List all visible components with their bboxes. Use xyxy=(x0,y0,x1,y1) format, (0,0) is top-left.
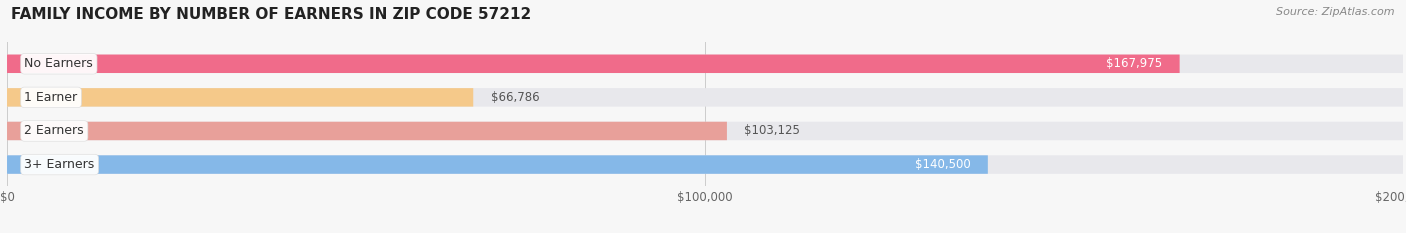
FancyBboxPatch shape xyxy=(7,88,474,107)
Text: $140,500: $140,500 xyxy=(915,158,970,171)
Text: $103,125: $103,125 xyxy=(744,124,800,137)
FancyBboxPatch shape xyxy=(7,155,1403,174)
Text: Source: ZipAtlas.com: Source: ZipAtlas.com xyxy=(1277,7,1395,17)
Text: FAMILY INCOME BY NUMBER OF EARNERS IN ZIP CODE 57212: FAMILY INCOME BY NUMBER OF EARNERS IN ZI… xyxy=(11,7,531,22)
FancyBboxPatch shape xyxy=(7,122,1403,140)
Text: 2 Earners: 2 Earners xyxy=(24,124,84,137)
FancyBboxPatch shape xyxy=(7,55,1180,73)
Text: $167,975: $167,975 xyxy=(1107,57,1163,70)
Text: $66,786: $66,786 xyxy=(491,91,540,104)
FancyBboxPatch shape xyxy=(7,55,1403,73)
Text: 3+ Earners: 3+ Earners xyxy=(24,158,94,171)
Text: No Earners: No Earners xyxy=(24,57,93,70)
FancyBboxPatch shape xyxy=(7,88,1403,107)
FancyBboxPatch shape xyxy=(7,122,727,140)
FancyBboxPatch shape xyxy=(7,155,988,174)
Text: 1 Earner: 1 Earner xyxy=(24,91,77,104)
